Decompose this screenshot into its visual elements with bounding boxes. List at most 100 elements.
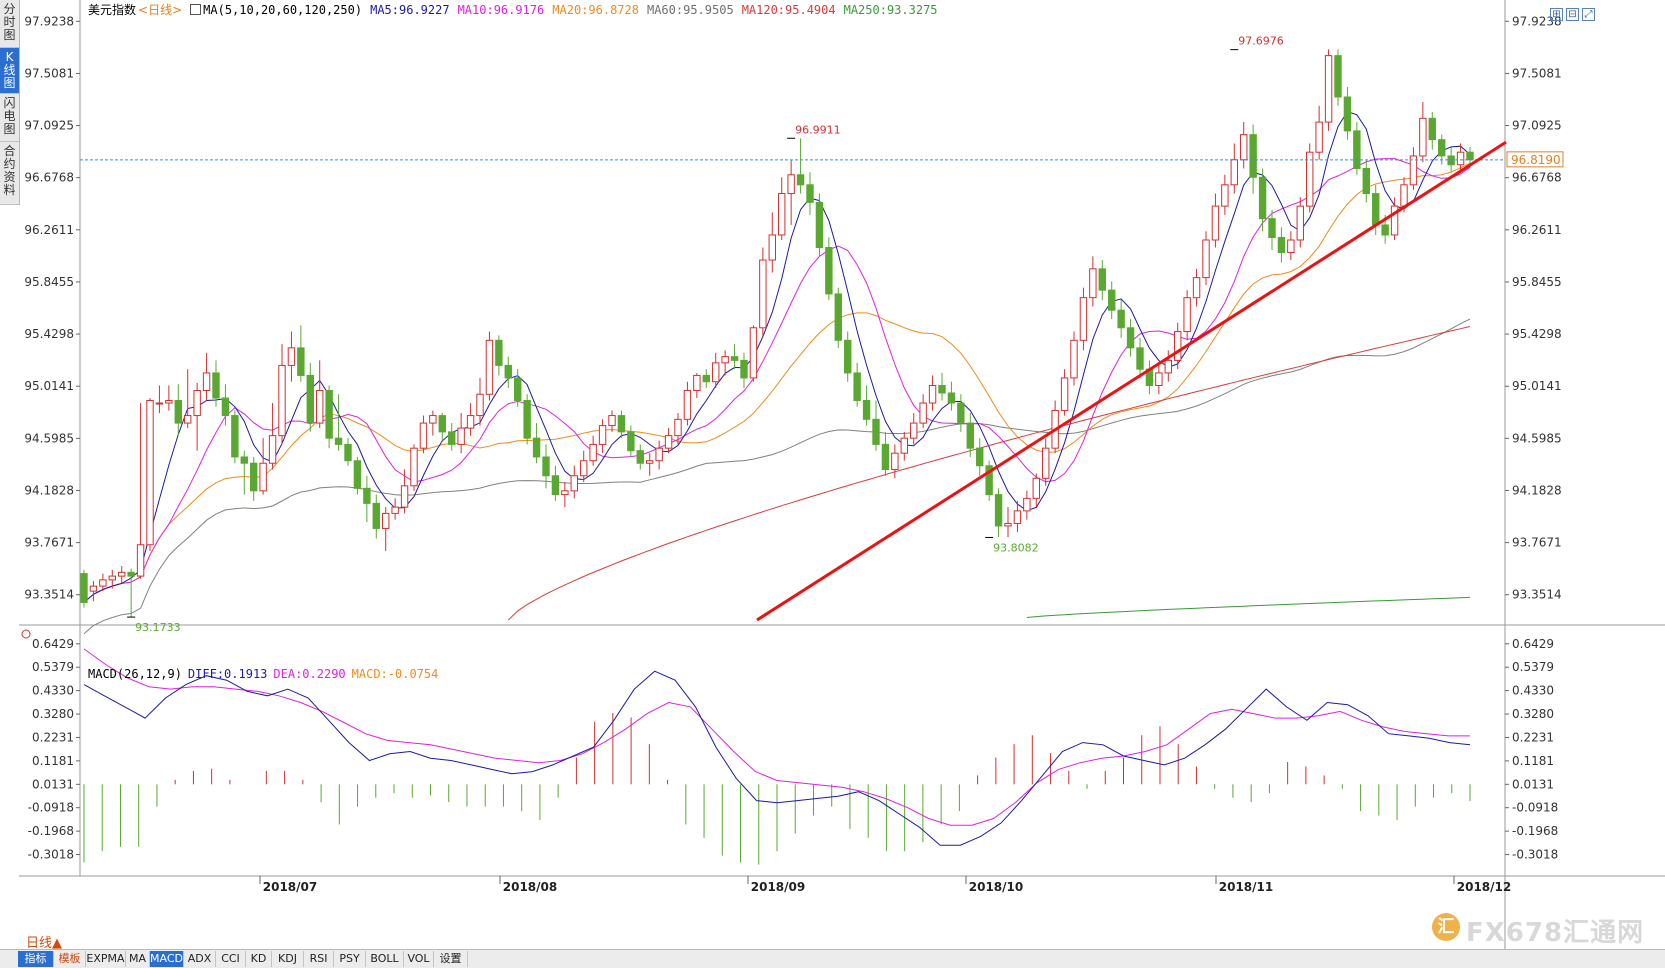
candle-body: [372, 502, 380, 529]
candle-body: [127, 571, 135, 577]
macd-tick-label-right: 0.5379: [1512, 660, 1554, 674]
date-tick-label: 2018/07: [263, 880, 317, 894]
price-tick-label-right: 95.0141: [1512, 379, 1562, 393]
candle-body: [429, 415, 437, 424]
support-trendline: [756, 140, 1507, 622]
candle-body: [1287, 239, 1295, 254]
candle-body: [1334, 55, 1342, 98]
candle-body: [1447, 155, 1455, 166]
sidebar-item-lightning[interactable]: 闪电图: [0, 94, 19, 142]
ma250-line: [1026, 596, 1471, 618]
tab-vol[interactable]: VOL: [404, 951, 434, 967]
tab-expma[interactable]: EXPMA: [86, 951, 126, 967]
candle-body: [532, 437, 541, 458]
tab-指标[interactable]: 指标: [18, 951, 54, 967]
macd-tick-label-right: 0.1181: [1512, 754, 1554, 768]
candle-body: [1258, 176, 1267, 220]
tab-psy[interactable]: PSY: [334, 951, 366, 967]
tab-ma[interactable]: MA: [126, 951, 150, 967]
ma5-value: MA5:96.9227: [370, 3, 450, 17]
dea-line: [83, 648, 1470, 826]
tab-设置[interactable]: 设置: [434, 951, 468, 967]
tab-cci[interactable]: CCI: [216, 951, 246, 967]
candle-body: [221, 397, 230, 417]
price-tick-label-right: 96.6768: [1512, 171, 1562, 185]
candle-body: [287, 347, 296, 366]
candle-body: [551, 475, 560, 496]
candle-body: [580, 460, 588, 477]
checkbox-icon[interactable]: [190, 4, 202, 15]
price-tick-label-left: 94.1828: [24, 483, 74, 497]
candle-body: [1155, 372, 1163, 386]
candle-body: [1070, 339, 1078, 379]
macd-tick-label-left: 0.6429: [32, 637, 74, 651]
candle-body: [306, 374, 314, 424]
current-price-label: 96.8190: [1511, 153, 1561, 167]
candle-body: [787, 174, 795, 195]
candle-body: [900, 437, 908, 454]
candle-body: [316, 389, 324, 424]
candle-body: [1362, 168, 1370, 195]
ma20-line: [83, 162, 1471, 603]
macd-diff-value: DIFF:0.1913: [187, 667, 268, 681]
candle-body: [570, 475, 578, 492]
ma10-value: MA10:96.9176: [457, 3, 545, 17]
period-tag: <日线>: [138, 3, 183, 17]
candle-body: [1296, 205, 1304, 241]
ma120-value: MA120:95.4904: [741, 3, 836, 17]
macd-tick-label-left: 0.2231: [32, 730, 74, 744]
candle-body: [957, 402, 965, 424]
ma5-line: [83, 111, 1471, 603]
zoom-in-icon[interactable]: ⊞: [1550, 8, 1563, 21]
sidebar-item-kline[interactable]: K线图: [0, 48, 19, 94]
candle-body: [193, 389, 201, 417]
instrument-name: 美元指数: [88, 3, 137, 17]
candle-body: [1136, 347, 1144, 370]
sidebar-item-timeshare[interactable]: 分时图: [0, 0, 19, 48]
settings-gear-icon[interactable]: [21, 629, 31, 639]
price-tick-label-right: 97.9238: [1512, 14, 1562, 28]
candle-body: [561, 490, 569, 496]
candle-body: [80, 573, 88, 603]
tab-kd[interactable]: KD: [246, 951, 272, 967]
candle-body: [155, 402, 164, 405]
period-selector[interactable]: 日线▲: [26, 936, 62, 951]
ma120-line: [507, 326, 1471, 621]
candle-body: [334, 437, 343, 445]
candle-body: [815, 201, 824, 249]
tab-kdj[interactable]: KDJ: [272, 951, 304, 967]
candle-body: [617, 415, 626, 433]
candle-body: [400, 485, 409, 508]
candle-body: [1249, 134, 1257, 178]
candle-body: [994, 494, 1003, 527]
candle-body: [419, 422, 428, 449]
candle-body: [1428, 117, 1436, 141]
tab-macd[interactable]: MACD: [150, 951, 184, 967]
ma10-line: [83, 158, 1471, 603]
candle-body: [862, 400, 871, 420]
macd-tick-label-left: 0.0131: [32, 777, 74, 791]
macd-tick-label-right: 0.0131: [1512, 777, 1554, 791]
tab-adx[interactable]: ADX: [184, 951, 216, 967]
candle-body: [919, 402, 927, 424]
sidebar-item-contract-info[interactable]: 合约资料: [0, 142, 19, 205]
candle-body: [542, 456, 550, 477]
zoom-out-icon[interactable]: ⊟: [1566, 8, 1579, 21]
candle-body: [872, 418, 880, 445]
candle-body: [448, 431, 456, 445]
tab-boll[interactable]: BOLL: [366, 951, 404, 967]
candle-body: [165, 400, 173, 404]
candle-body: [1202, 239, 1210, 279]
date-tick-label: 2018/11: [1219, 880, 1273, 894]
candle-body: [806, 184, 814, 203]
tab-rsi[interactable]: RSI: [304, 951, 334, 967]
date-tick-label: 2018/12: [1457, 880, 1511, 894]
candle-body: [1456, 151, 1465, 166]
tab-模板[interactable]: 模板: [54, 951, 86, 967]
low-annotation: 93.1733: [135, 621, 181, 634]
candle-body: [740, 359, 748, 379]
candle-body: [702, 374, 710, 383]
expand-icon[interactable]: ⤢: [1582, 8, 1595, 21]
candle-body: [1023, 497, 1031, 512]
